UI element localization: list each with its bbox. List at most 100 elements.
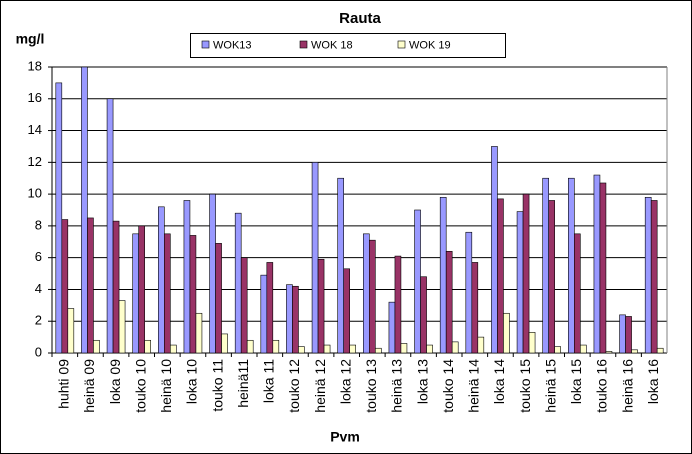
bar xyxy=(170,344,177,354)
bar xyxy=(343,268,350,354)
x-tick-label: touko 14 xyxy=(440,359,456,413)
bar xyxy=(593,174,601,354)
bar xyxy=(195,312,203,354)
bar xyxy=(605,351,613,354)
bar xyxy=(465,231,473,354)
bar xyxy=(656,347,664,354)
x-tick-label: heinä 10 xyxy=(158,359,174,413)
bar xyxy=(67,308,75,354)
x-tick-label: loka 13 xyxy=(414,359,430,404)
legend-box xyxy=(190,33,506,58)
bar xyxy=(234,212,242,354)
x-tick-label: touko 11 xyxy=(209,359,225,412)
bar xyxy=(118,300,126,354)
bar xyxy=(138,225,145,354)
bar xyxy=(132,233,139,354)
bar xyxy=(516,211,524,354)
bar xyxy=(209,193,216,354)
bar xyxy=(625,316,632,354)
bar xyxy=(388,301,396,354)
bar xyxy=(106,98,114,354)
bar xyxy=(619,314,626,354)
x-tick-label: heinä 12 xyxy=(312,359,328,413)
bar xyxy=(580,344,587,354)
x-tick-label: touko 13 xyxy=(363,359,379,413)
bar xyxy=(650,200,658,354)
y-tick-label: 16 xyxy=(28,90,42,105)
bar xyxy=(323,344,331,354)
bar xyxy=(574,233,581,354)
bar xyxy=(298,346,305,354)
x-tick-label: touko 15 xyxy=(517,359,533,413)
legend-label: WOK 18 xyxy=(311,39,353,51)
bar xyxy=(215,243,222,354)
y-tick-label: 0 xyxy=(35,344,42,359)
x-tick-label: touko 12 xyxy=(286,359,302,413)
bar xyxy=(497,198,504,354)
bar xyxy=(445,251,453,354)
bar xyxy=(189,235,197,354)
y-tick-label: 4 xyxy=(35,281,42,296)
y-tick-label: 14 xyxy=(28,122,42,137)
bar xyxy=(548,200,555,354)
bar xyxy=(426,344,433,354)
bar xyxy=(451,341,459,354)
bar xyxy=(272,339,280,354)
bar xyxy=(144,339,151,354)
legend-swatch xyxy=(397,40,406,49)
y-axis-label: mg/l xyxy=(16,31,45,47)
y-tick-label: 12 xyxy=(28,154,42,169)
bar xyxy=(286,284,293,354)
x-tick-label: loka 12 xyxy=(337,359,353,404)
bar xyxy=(568,177,575,354)
x-tick-label: loka 15 xyxy=(568,359,584,404)
bar xyxy=(292,285,299,354)
bar xyxy=(87,217,94,354)
bar xyxy=(631,349,638,354)
y-tick-label: 6 xyxy=(35,249,42,264)
bar xyxy=(394,255,402,354)
bar xyxy=(491,146,498,354)
bar xyxy=(542,177,549,354)
bar xyxy=(164,233,171,354)
x-tick-label: huhti 09 xyxy=(56,359,72,409)
bar xyxy=(644,196,652,354)
x-tick-label: loka 16 xyxy=(645,359,661,404)
bar xyxy=(240,257,248,354)
bar xyxy=(363,233,370,354)
bar xyxy=(317,258,325,354)
bar xyxy=(554,346,561,354)
x-tick-label: loka 10 xyxy=(184,359,200,404)
bar xyxy=(311,162,319,354)
bar xyxy=(158,206,165,354)
bar xyxy=(81,66,88,354)
bar xyxy=(420,276,427,354)
bar xyxy=(260,274,268,354)
bar xyxy=(55,82,63,354)
legend-swatch xyxy=(201,40,210,49)
x-tick-label: heinä 09 xyxy=(81,359,97,413)
chart-title: Rauta xyxy=(339,10,381,27)
x-tick-label: heinä 14 xyxy=(466,359,482,413)
x-tick-label: loka 14 xyxy=(491,359,507,404)
bar xyxy=(477,336,485,354)
bar xyxy=(400,343,408,354)
legend-swatch xyxy=(299,40,308,49)
legend-label: WOK13 xyxy=(213,39,252,51)
x-tick-label: loka 09 xyxy=(107,359,123,404)
y-tick-label: 8 xyxy=(35,217,42,232)
bar xyxy=(349,344,356,354)
bar xyxy=(266,262,274,354)
y-tick-label: 10 xyxy=(28,186,42,201)
bar xyxy=(337,177,344,354)
bar xyxy=(528,332,536,354)
bar xyxy=(375,347,382,354)
bar xyxy=(439,196,447,354)
bar xyxy=(112,220,120,354)
bar xyxy=(599,182,607,354)
legend-label: WOK 19 xyxy=(409,39,451,51)
bar xyxy=(221,333,228,354)
x-tick-label: loka 11 xyxy=(261,359,277,403)
